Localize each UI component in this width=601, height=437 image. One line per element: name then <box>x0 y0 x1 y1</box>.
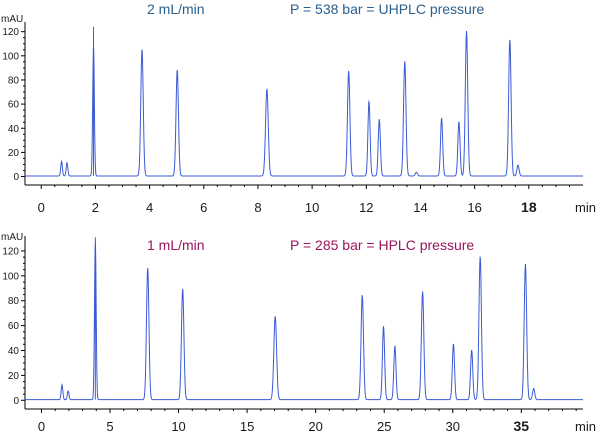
y-tick-label: 0 <box>13 396 19 407</box>
y-tick-label: 60 <box>8 321 20 332</box>
pressure-annotation: P = 285 bar = HPLC pressure <box>290 237 474 253</box>
chromatogram-trace <box>25 237 583 401</box>
x-tick-label: 8 <box>254 200 261 215</box>
flow-rate-annotation: 1 mL/min <box>147 237 205 253</box>
y-tick-label: 80 <box>8 75 20 86</box>
x-tick-label: 18 <box>521 199 537 215</box>
y-tick-label: 120 <box>2 27 19 38</box>
y-tick-label: 80 <box>8 296 20 307</box>
x-tick-label: 16 <box>467 200 481 215</box>
y-tick-label: 120 <box>2 246 19 257</box>
x-tick-label: 4 <box>146 200 153 215</box>
x-tick-label: 0 <box>38 200 45 215</box>
chromatogram-trace <box>25 26 583 177</box>
chromatogram-bottom-panel: 1 mL/min P = 285 bar = HPLC pressure mAU… <box>1 232 596 434</box>
x-tick-label: 0 <box>38 419 45 434</box>
x-tick-label: 2 <box>92 200 99 215</box>
y-tick-label: 100 <box>2 271 19 282</box>
y-axis-ticks: 0 20 40 60 80 100 120 <box>2 27 25 183</box>
x-axis-ticks: 0 5 10 15 20 25 30 35 <box>38 409 577 434</box>
y-tick-label: 100 <box>2 51 19 62</box>
y-tick-label: 40 <box>8 346 20 357</box>
y-tick-label: 60 <box>8 100 20 111</box>
x-tick-label: 20 <box>308 419 322 434</box>
y-axis-unit-label: mAU <box>1 232 23 243</box>
y-tick-label: 20 <box>8 148 20 159</box>
y-axis-ticks: 0 20 40 60 80 100 120 <box>2 246 25 407</box>
x-tick-label: 25 <box>377 419 391 434</box>
x-tick-label: 35 <box>514 418 530 434</box>
x-tick-label: 10 <box>305 200 319 215</box>
x-axis-unit-label: min <box>575 200 596 215</box>
x-tick-label: 30 <box>446 419 460 434</box>
x-tick-label: 5 <box>106 419 113 434</box>
x-tick-label: 14 <box>413 200 427 215</box>
x-tick-label: 6 <box>200 200 207 215</box>
x-tick-label: 10 <box>171 419 185 434</box>
x-axis-unit-label: min <box>575 419 596 434</box>
y-axis-unit-label: mAU <box>1 14 23 25</box>
y-tick-label: 40 <box>8 124 20 135</box>
chromatogram-top-panel: 2 mL/min P = 538 bar = UHPLC pressure mA… <box>1 1 596 215</box>
y-tick-label: 20 <box>8 371 20 382</box>
flow-rate-annotation: 2 mL/min <box>147 1 205 17</box>
x-tick-label: 12 <box>359 200 373 215</box>
x-axis-ticks: 0 2 4 6 8 10 12 14 16 18 <box>38 185 570 215</box>
pressure-annotation: P = 538 bar = UHPLC pressure <box>290 1 485 17</box>
x-tick-label: 15 <box>240 419 254 434</box>
y-tick-label: 0 <box>13 172 19 183</box>
